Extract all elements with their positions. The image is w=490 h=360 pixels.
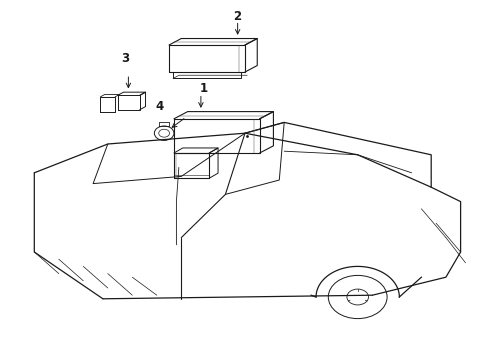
Text: 2: 2 xyxy=(234,10,242,23)
Text: 1: 1 xyxy=(199,82,207,95)
Text: 4: 4 xyxy=(155,100,163,113)
Text: 3: 3 xyxy=(121,52,129,65)
